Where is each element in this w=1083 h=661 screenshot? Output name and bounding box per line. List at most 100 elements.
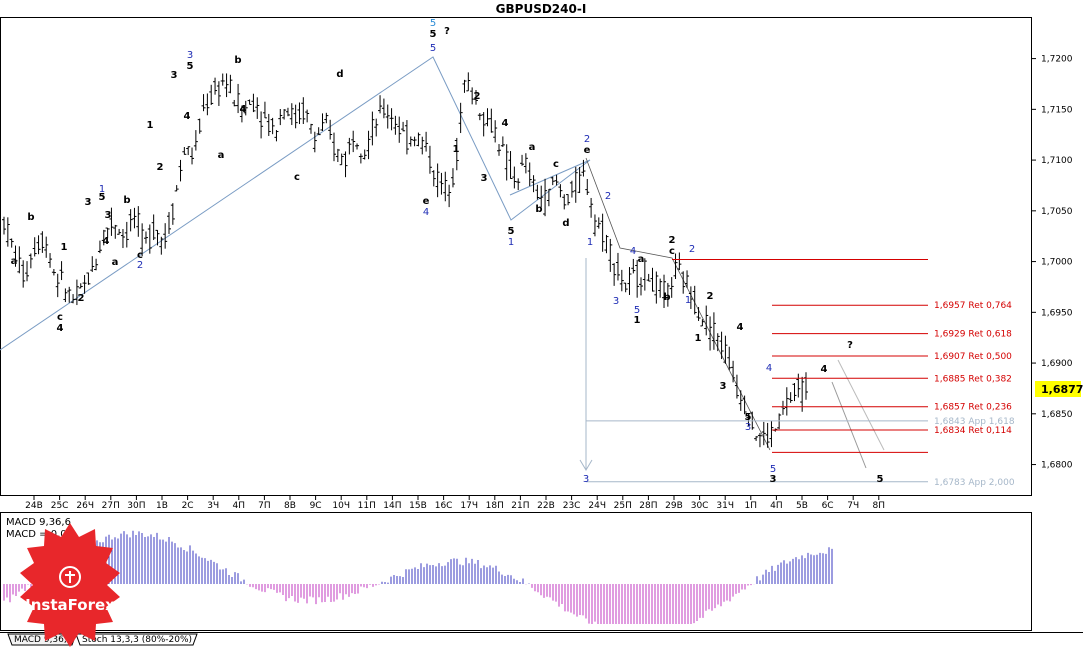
wave-label: 3 — [583, 474, 589, 485]
wave-label: 5 — [430, 18, 436, 29]
fib-level-label: 1,6929 Ret 0,618 — [934, 330, 1012, 340]
wave-label: 4 — [184, 111, 191, 122]
x-tick-label: 26Ч — [76, 501, 94, 511]
x-tick-label: 25П — [614, 501, 632, 511]
wave-label: 4 — [103, 236, 110, 247]
y-tick-label: 1,6800 — [1041, 461, 1073, 471]
wave-label: 3 — [85, 197, 92, 208]
wave-label: e — [584, 145, 591, 156]
wave-label: 5 — [877, 474, 884, 485]
x-tick-label: 15В — [409, 501, 427, 511]
wave-label: 5 — [187, 61, 194, 72]
fib-level-label: 1,6857 Ret 0,236 — [934, 403, 1012, 413]
x-tick-label: 22В — [537, 501, 555, 511]
logo-star-icon — [20, 523, 120, 647]
y-tick-label: 1,7150 — [1041, 105, 1073, 115]
wave-label: 1 — [147, 120, 154, 131]
wave-label: b — [663, 292, 670, 303]
y-tick-label: 1,6950 — [1041, 308, 1073, 318]
fibonacci-levels: 1,6957 Ret 0,764 1,6929 Ret 0,618 1,6907 R… — [672, 259, 1012, 453]
wave-label: 4 — [423, 207, 429, 218]
logo-emblem-icon — [59, 566, 81, 588]
y-tick-label: 1,7200 — [1041, 55, 1073, 65]
x-tick-label: 1В — [156, 501, 168, 511]
tab-macd[interactable]: MACD 9,36,6 — [14, 635, 73, 645]
wave-label: d — [562, 218, 569, 229]
main-plot-frame — [0, 17, 1032, 496]
wave-label: c — [553, 159, 559, 170]
x-tick-label: 14П — [383, 501, 401, 511]
projection-label: 1,6843 App 1,618 — [934, 417, 1015, 427]
y-tick-label: 1,7000 — [1041, 258, 1073, 268]
wave-label: 1 — [695, 333, 702, 344]
x-tick-label: 2С — [182, 501, 194, 511]
wave-label: 5 — [770, 464, 776, 475]
projection-levels: 1,6843 App 1,618 1,6783 App 2,000 — [579, 258, 1015, 488]
x-tick-label: 21П — [511, 501, 529, 511]
wave-label: d — [336, 69, 343, 80]
forecast-line — [831, 381, 867, 469]
wave-label: ? — [847, 340, 853, 351]
y-tick-label: 1,6900 — [1041, 359, 1073, 369]
wave-label: 4 — [57, 323, 64, 334]
wave-structure-lines — [0, 56, 885, 469]
wave-label: 2 — [605, 191, 611, 202]
x-tick-label: 7Ч — [847, 501, 859, 511]
wave-label: 1 — [453, 144, 460, 155]
macd-histogram — [3, 530, 833, 624]
wave-label: 5 — [430, 43, 436, 54]
wave-label: 5 — [99, 192, 106, 203]
wave-label: b — [535, 204, 542, 215]
indicator-tabs: MACD 9,36,6 Stoch 13,3,3 (80%-20%) — [7, 633, 198, 646]
wave-label: a — [638, 254, 645, 265]
wave-label: a — [218, 150, 225, 161]
wave-label: 1 — [508, 237, 514, 248]
x-tick-label: 18П — [486, 501, 504, 511]
wave-label: 4 — [821, 364, 828, 375]
x-tick-label: 5В — [796, 501, 808, 511]
x-tick-label: 27П — [102, 501, 120, 511]
wave-label: 3 — [105, 210, 112, 221]
time-axis: 24В 25С 26Ч 27П 30П 1В 2С 3Ч 4П 7П 8В 9С 10Ч 11П 14П 15… — [25, 495, 885, 511]
wave-label: 1 — [634, 315, 641, 326]
wave-label: 3 — [720, 381, 727, 392]
wave-label: 2 — [669, 235, 676, 246]
wave-label: a — [11, 256, 18, 267]
wave-label: 1 — [99, 184, 105, 195]
wave-label: 2 — [157, 162, 164, 173]
wave-label: 4 — [240, 104, 247, 115]
wave-label: c — [294, 172, 300, 183]
wave-label: 1 — [587, 237, 593, 248]
projection-arrow-head — [579, 459, 593, 471]
wave-label: ? — [444, 26, 450, 37]
wave-label: 1 — [61, 242, 68, 253]
wave-label: 3 — [613, 296, 619, 307]
x-tick-label: 25С — [51, 501, 69, 511]
wave-label: 5 — [634, 305, 640, 316]
x-tick-label: 17Ч — [460, 501, 478, 511]
logo-text: InstaForex — [25, 596, 115, 614]
wave-label: e — [423, 196, 430, 207]
tab-stoch[interactable]: Stoch 13,3,3 (80%-20%) — [82, 635, 192, 645]
fib-level-label: 1,6834 Ret 0,114 — [934, 426, 1012, 436]
candlestick-series — [2, 72, 808, 448]
wave-label: a — [529, 142, 536, 153]
wave-label: 4 — [737, 322, 744, 333]
wave-label: 5 — [430, 29, 437, 40]
wave-label: 4 — [502, 118, 509, 129]
wave-label: 2 — [137, 260, 143, 271]
wave-label: 1 — [685, 295, 691, 306]
forecast-line-alt — [837, 359, 885, 451]
x-tick-label: 23С — [563, 501, 581, 511]
wave-label: 5 — [508, 226, 515, 237]
x-tick-label: 8П — [873, 501, 886, 511]
x-tick-label: 30П — [127, 501, 145, 511]
wave-label: 2 — [474, 91, 481, 102]
wave-label: c — [57, 312, 63, 323]
x-tick-label: 24В — [25, 501, 43, 511]
wave-label: b — [27, 212, 34, 223]
wave-label: 2 — [689, 244, 695, 255]
y-tick-label: 1,7050 — [1041, 207, 1073, 217]
wave-label: 2 — [78, 293, 85, 304]
